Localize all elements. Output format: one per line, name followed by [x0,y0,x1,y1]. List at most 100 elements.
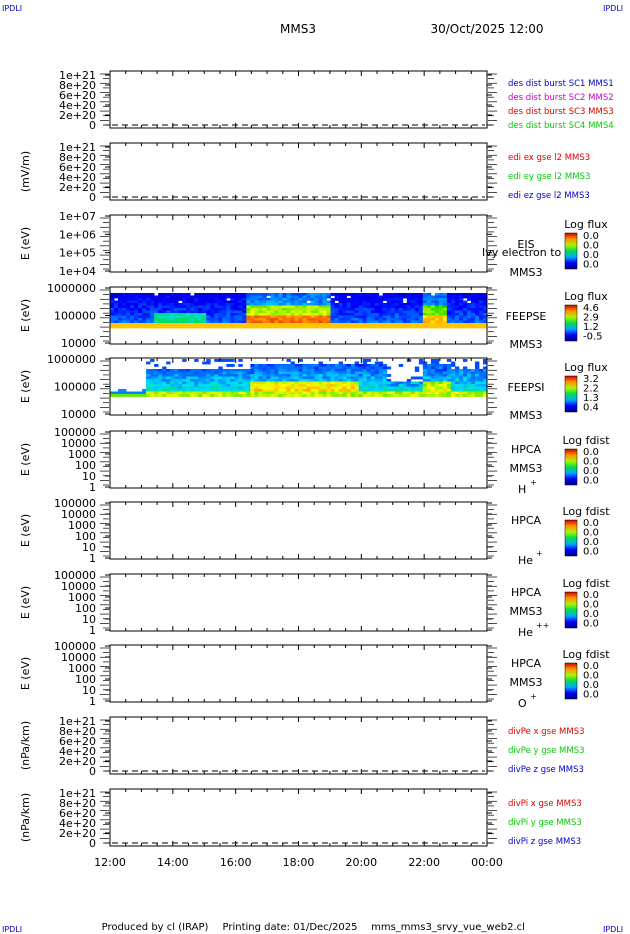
spectrogram-cell [150,389,155,392]
spectrogram-cell [178,384,183,387]
spectrogram-cell [474,305,480,309]
spectrogram-cell [258,371,263,375]
spectrogram-cell [346,305,352,309]
spectrogram-cell [470,300,476,304]
spectrogram-cell [378,369,384,372]
spectrogram-cell [482,359,488,362]
spectrogram-cell [422,293,428,296]
y-tick-label: 10000 [61,437,96,450]
spectrogram-cell [430,384,436,387]
spectrogram-cell [130,313,135,316]
spectrogram-cell [110,305,115,309]
spectrogram-cell [426,386,432,390]
spectrogram-cell [206,376,211,380]
spectrogram-cell [358,318,364,321]
y-axis-label: E (eV) [19,514,32,547]
spectrogram-cell [298,366,303,370]
spectrogram-cell [298,376,303,380]
spectrogram-cell [262,364,267,367]
spectrogram-cell [278,315,283,319]
spectrogram-cell [454,376,460,380]
spectrogram-cell [142,391,147,395]
spectrogram-cell [390,391,396,395]
spectrogram-cell [410,313,416,316]
spectrogram-cell [198,374,203,377]
x-tick-label: 16:00 [220,856,252,869]
spectrogram-cell [366,366,372,370]
spectrogram-cell [274,310,279,314]
spectrogram-cell [454,391,460,395]
spectrogram-cell [266,391,271,395]
spectrogram-cell [250,320,255,324]
spectrogram-cell [206,379,211,382]
spectrogram-cell [330,394,335,397]
spectrogram-cell [166,293,171,296]
spectrogram-cell [210,325,215,329]
spectrogram-cell [322,384,327,387]
spectrogram-cell [474,369,480,372]
spectrogram-cell [458,384,464,387]
spectrogram-cell [462,300,468,304]
spectrogram-cell [214,310,219,314]
spectrogram-cell [438,391,444,395]
spectrogram-cell [234,293,239,296]
spectrogram-cell [142,313,147,316]
spectrogram-cell [234,300,239,304]
spectrogram-cell [262,389,267,392]
spectrogram-cell [350,303,356,306]
spectrogram-cell [350,300,356,304]
spectrogram-cell [262,300,267,304]
spectrogram-cell [338,325,344,329]
spectrogram-cell [354,298,360,301]
spectrogram-cell [206,298,211,301]
spectrogram-cell [418,384,424,387]
spectrogram-cell [482,371,488,375]
spectrogram-cell [142,298,147,301]
spectrogram-cell [254,391,259,395]
spectrogram-cell [334,313,340,316]
spectrogram-cell [174,305,179,309]
spectrogram-cell [390,315,396,319]
spectrogram-cell [458,295,464,299]
spectrogram-cell [414,318,420,321]
spectrogram-cell [254,379,259,382]
spectrogram-cell [270,369,275,372]
spectrogram-cell [334,386,340,390]
spectrogram-cell [238,386,243,390]
spectrogram-cell [346,313,352,316]
spectrogram-cell [430,391,436,395]
spectrogram-cell [162,318,167,321]
spectrogram-cell [334,318,340,321]
spectrogram-cell [222,376,227,380]
spectrogram-cell [446,391,452,395]
spectrogram-cell [294,308,299,311]
spectrogram-cell [222,303,227,306]
colorbar-title: Log fdist [562,434,610,447]
spectrogram-cell [446,376,452,380]
spectrogram-cell [250,371,255,375]
spectrogram-cell [242,391,247,395]
spectrogram-cell [386,381,392,385]
spectrogram-cell [406,305,412,309]
spectrogram-cell [254,374,259,377]
spectrogram-cell [282,325,287,329]
spectrogram-cell [246,320,251,324]
spectrogram-cell [354,379,360,382]
spectrogram-cell [374,323,380,326]
spectrogram-cell [462,386,468,390]
spectrogram-cell [182,359,187,362]
spectrogram-cell [358,293,364,296]
spectrogram-cell [322,389,327,392]
spectrogram-cell [378,325,384,329]
spectrogram-cell [186,315,191,319]
colorbar-title: Log flux [564,290,608,303]
spectrogram-cell [362,295,368,299]
spectrogram-cell [382,376,388,380]
spectrogram-cell [146,318,151,321]
spectrogram-cell [158,305,163,309]
spectrogram-cell [334,323,340,326]
spectrogram-cell [302,366,307,370]
spectrogram-cell [250,323,255,326]
spectrogram-cell [250,313,255,316]
